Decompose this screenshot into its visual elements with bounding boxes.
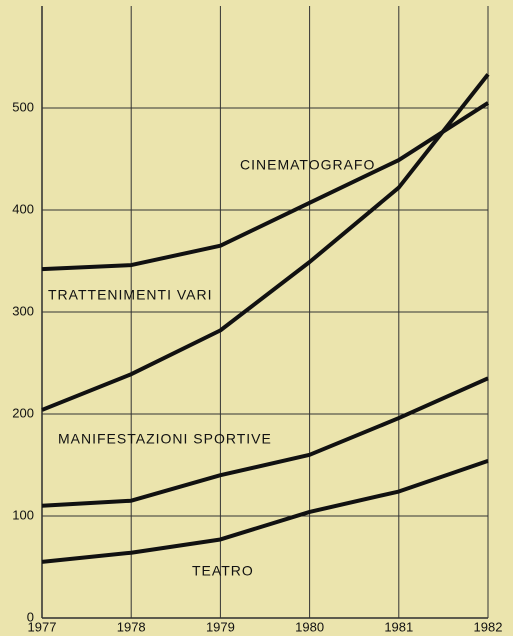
x-tick-label: 1978 [117, 619, 146, 634]
x-tick-label: 1980 [295, 619, 324, 634]
y-tick-label: 0 [27, 609, 34, 624]
x-tick-label: 1979 [206, 619, 235, 634]
y-tick-label: 300 [12, 303, 34, 318]
series-line [41, 376, 489, 508]
series-label: CINEMATOGRAFO [240, 157, 375, 173]
series-line [41, 101, 490, 272]
y-tick-label: 200 [12, 405, 34, 420]
series-line [41, 73, 490, 412]
y-tick-label: 400 [12, 201, 34, 216]
y-tick-label: 500 [12, 99, 34, 114]
x-tick-label: 1981 [384, 619, 413, 634]
series-label: TEATRO [192, 563, 254, 579]
x-tick-label: 1982 [474, 619, 503, 634]
x-tick-label: 1977 [28, 619, 57, 634]
series-label: MANIFESTAZIONI SPORTIVE [58, 431, 272, 447]
series-label: TRATTENIMENTI VARI [48, 287, 212, 303]
series-line [41, 459, 489, 564]
y-tick-label: 100 [12, 507, 34, 522]
